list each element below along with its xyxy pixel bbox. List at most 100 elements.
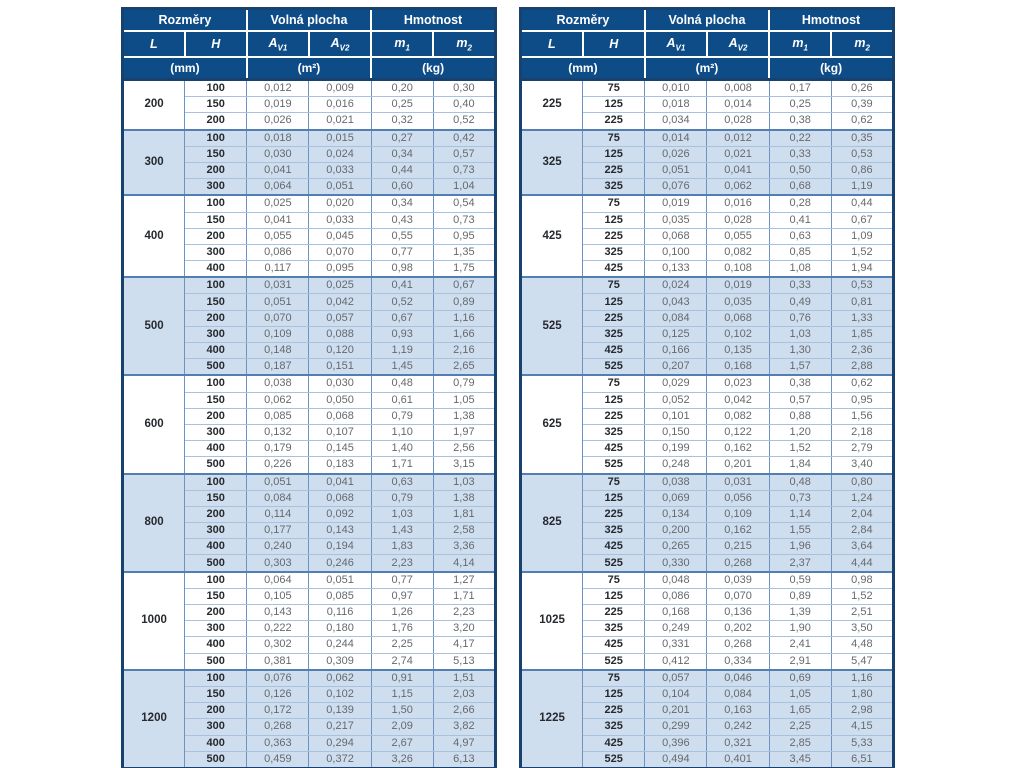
value-cell: 0,039 [706,570,770,589]
value-cell: 0,082 [706,407,770,425]
value-cell: 3,40 [830,456,895,474]
table-row: 325 75 0,014 0,012 0,22 0,35 [519,128,895,196]
table-row: 325 0,200 0,162 1,55 2,84 [521,522,895,540]
value-cell: 0,321 [706,734,770,752]
h-cell: 300 [184,325,248,344]
column-header-subscript: 2 [865,43,870,53]
value-cell: 0,303 [246,554,310,573]
value-cell: 5,47 [830,652,895,671]
value-cell: 3,82 [432,718,497,736]
value-cell: 0,48 [768,472,832,491]
value-cell: 0,064 [246,570,310,589]
column-header: H [183,30,248,58]
l-cell: 1225 [519,668,584,768]
value-cell: 0,046 [706,668,770,687]
l-cell: 225 [519,78,584,131]
l-cell: 300 [121,128,186,196]
value-cell: 0,38 [768,374,832,393]
value-cell: 5,13 [432,652,497,671]
value-cell: 0,070 [246,309,310,327]
value-cell: 0,95 [432,227,497,245]
value-cell: 0,056 [706,489,770,507]
value-cell: 1,03 [768,325,832,344]
h-cell: 125 [582,211,646,229]
value-cell: 2,88 [830,358,895,376]
value-cell: 0,32 [370,112,434,131]
h-cell: 200 [184,505,248,524]
value-cell: 0,068 [644,227,708,245]
l-cell: 500 [121,276,186,376]
column-header-subscript: V2 [737,43,748,53]
value-cell: 1,43 [370,522,434,540]
value-cell: 0,44 [830,194,895,213]
value-cell: 0,183 [308,456,372,474]
table-row: 425 0,396 0,321 2,85 5,33 [521,734,895,752]
value-cell: 0,085 [246,407,310,425]
column-header-symbol: m [792,35,804,50]
value-cell: 0,73 [432,211,497,229]
table-row: 325 0,299 0,242 2,25 4,15 [521,718,895,736]
value-cell: 0,172 [246,702,310,720]
value-cell: 0,070 [308,243,372,262]
table-row: 400 0,240 0,194 1,83 3,36 [123,538,497,556]
value-cell: 0,53 [830,276,895,295]
h-cell: 225 [582,112,646,131]
column-header-symbol: H [609,37,619,51]
l-cell: 825 [519,472,584,573]
h-cell: 75 [582,128,646,147]
table-row: 225 0,168 0,136 1,39 2,51 [521,603,895,622]
h-cell: 400 [184,341,248,360]
value-cell: 0,79 [370,407,434,425]
value-cell: 0,108 [706,260,770,278]
h-cell: 200 [184,603,248,622]
column-header-symbol: m [456,35,468,50]
value-cell: 1,09 [830,227,895,245]
h-cell: 125 [582,489,646,507]
value-cell: 0,062 [246,391,310,409]
value-cell: 1,81 [432,505,497,524]
value-cell: 0,42 [432,128,497,147]
table-row: 125 0,069 0,056 0,73 1,24 [521,489,895,507]
h-cell: 225 [582,407,646,425]
value-cell: 0,008 [706,78,770,98]
table-row: 425 0,265 0,215 1,96 3,64 [521,538,895,556]
column-header: AV1 [643,30,708,58]
value-cell: 0,042 [706,391,770,409]
value-cell: 1,05 [432,391,497,409]
value-cell: 2,04 [830,505,895,524]
column-header: m1 [768,30,833,58]
value-cell: 0,179 [246,440,310,458]
value-cell: 2,51 [830,603,895,622]
h-cell: 425 [582,341,646,360]
value-cell: 0,95 [830,391,895,409]
value-cell: 1,19 [830,178,895,196]
value-cell: 2,66 [432,702,497,720]
value-cell: 0,381 [246,652,310,671]
value-cell: 1,80 [830,685,895,704]
value-cell: 0,43 [370,211,434,229]
value-cell: 0,021 [706,145,770,163]
value-cell: 0,064 [246,178,310,196]
value-cell: 0,73 [768,489,832,507]
value-cell: 0,028 [706,211,770,229]
unit-header: (kg) [768,56,895,81]
value-cell: 0,031 [706,472,770,491]
value-cell: 1,65 [768,702,832,720]
value-cell: 1,38 [432,489,497,507]
value-cell: 0,330 [644,554,708,573]
value-cell: 1,08 [768,260,832,278]
value-cell: 0,051 [246,472,310,491]
value-cell: 0,265 [644,538,708,556]
value-cell: 0,135 [706,341,770,360]
h-cell: 300 [184,423,248,442]
table-row: 1025 75 0,048 0,039 0,59 0,98 [519,570,895,671]
value-cell: 0,016 [706,194,770,213]
value-cell: 0,031 [246,276,310,295]
column-header-symbol: L [150,37,158,51]
value-cell: 0,122 [706,423,770,442]
value-cell: 0,34 [370,194,434,213]
value-cell: 0,63 [768,227,832,245]
value-cell: 0,98 [830,570,895,589]
value-cell: 3,50 [830,620,895,638]
value-cell: 2,85 [768,734,832,752]
